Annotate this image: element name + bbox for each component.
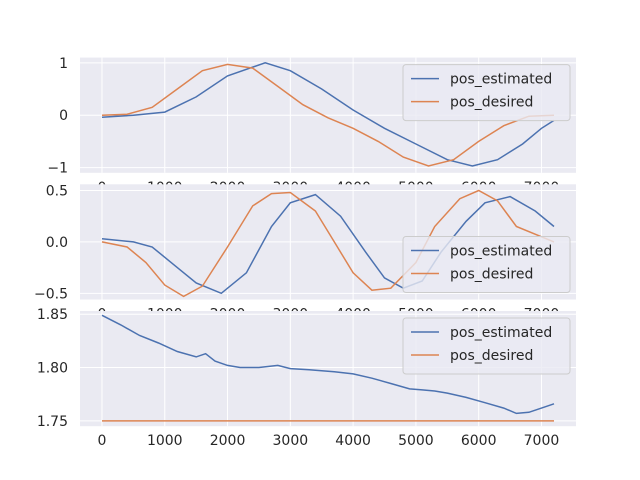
legend-label-pos_estimated: pos_estimated [450,72,552,88]
y-tick-label: 1 [59,56,68,72]
y-tick-label: 1.75 [37,414,68,430]
x-tick-label: 6000 [461,433,497,449]
series-line-pos_estimated [101,193,555,295]
chart-panel-1: 10−101000200030004000500060007000pos_est… [47,56,576,196]
legend-label-pos_estimated: pos_estimated [450,325,552,341]
y-tick-label: 0.5 [46,183,68,199]
series-line-pos_desired [101,189,555,298]
legend-box [402,236,571,293]
y-tick-label: 1.80 [37,361,68,377]
chart-panel-2: 0.50.0−0.501000200030004000500060007000p… [34,183,576,323]
legend-label-pos_desired: pos_desired [450,348,533,364]
x-tick-label: 4000 [335,433,371,449]
series-line-pos_estimated [101,62,555,167]
x-tick-label: 3000 [273,433,309,449]
y-tick-label: 1.85 [37,307,68,323]
legend-label-pos_desired: pos_desired [450,95,533,111]
x-tick-label: 7000 [524,433,560,449]
y-tick-label: 0.0 [46,235,68,251]
chart-panel-3: 1.85 1.80 1.75 0 1000 2000 3000 4000 5000 6000 700… [37,307,576,449]
legend-box [402,317,571,375]
x-tick-label: 1000 [147,433,183,449]
legend: pos_estimated pos_desired [402,317,571,375]
series-line-pos_desired [101,63,555,167]
legend-label-pos_estimated: pos_estimated [450,244,552,260]
y-tick-label: −1 [47,161,68,177]
x-tick-label: 5000 [398,433,434,449]
legend: pos_estimated pos_desired [402,64,571,122]
x-tick-label: 0 [98,433,107,449]
series-line-pos_estimated [101,314,555,415]
y-tick-label: −0.5 [34,286,68,302]
x-tick-label: 2000 [210,433,246,449]
legend-label-pos_desired: pos_desired [450,267,533,283]
legend-box [402,64,571,122]
y-tick-label: 0 [59,108,68,124]
legend: pos_estimated pos_desired [402,236,571,293]
